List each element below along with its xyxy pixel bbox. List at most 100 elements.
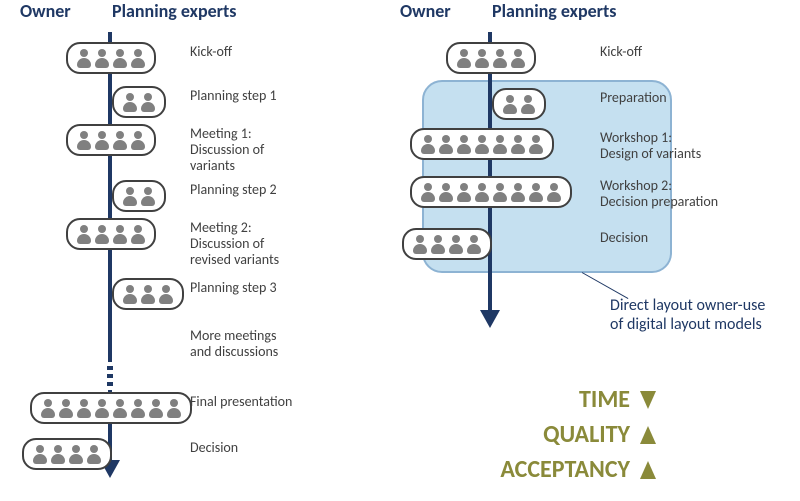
combined-group [410,176,572,208]
step-row: More meetingsand discussions [20,326,380,364]
person-icon [448,235,464,254]
arrow-down-icon [640,391,656,409]
person-icon [122,93,138,112]
step-row: Workshop 1:Design of variants [400,128,780,166]
person-icon [474,135,490,154]
owner-group [402,228,492,260]
left-column: Owner Planning experts Kick-offPlanning … [20,0,380,34]
right-headers: Owner Planning experts [400,0,780,34]
person-icon [76,399,92,418]
step-label: Preparation [600,90,770,106]
person-icon [492,49,508,68]
step-label: Decision [600,230,770,246]
step-label: Meeting 1:Discussion ofvariants [190,126,370,174]
metric-row: TIME [460,385,656,414]
person-icon [68,445,84,464]
step-label: Decision [190,440,370,456]
person-icon [546,183,562,202]
person-icon [456,183,472,202]
step-label: Planning step 1 [190,88,370,104]
expert-group [112,278,184,310]
step-label: More meetingsand discussions [190,328,370,360]
expert-group [112,86,166,118]
step-label: Kick-off [190,44,370,60]
person-icon [510,183,526,202]
combined-group [30,392,192,424]
person-icon [112,131,128,150]
person-icon [76,131,92,150]
arrow-up-icon [640,461,656,479]
person-icon [412,235,428,254]
person-icon [528,183,544,202]
person-icon [466,235,482,254]
expert-group [112,180,166,212]
callout-line [582,272,628,299]
step-label: Meeting 2:Discussion ofrevised variants [190,220,370,268]
person-icon [122,285,138,304]
person-icon [140,285,156,304]
step-label: Planning step 2 [190,182,370,198]
person-icon [438,135,454,154]
combined-group [446,42,536,74]
person-icon [148,399,164,418]
person-icon [140,93,156,112]
owner-header: Owner [400,0,451,22]
step-row: Decision [20,438,380,476]
combined-group [66,124,156,156]
person-icon [94,225,110,244]
metric-label: QUALITY [460,420,630,449]
person-icon [456,135,472,154]
arrow-up-icon [640,426,656,444]
person-icon [420,183,436,202]
person-icon [86,445,102,464]
person-icon [94,131,110,150]
expert-group [492,88,546,120]
person-icon [474,183,490,202]
metric-label: TIME [460,385,630,414]
metric-row: QUALITY [460,420,656,449]
timeline-dots [107,362,113,390]
callout-text: Direct layout owner-useof digital layout… [610,296,765,334]
person-icon [520,95,536,114]
step-row: Planning step 1 [20,86,380,124]
person-icon [94,399,110,418]
person-icon [510,49,526,68]
person-icon [112,225,128,244]
person-icon [76,225,92,244]
person-icon [456,49,472,68]
step-row: Meeting 1:Discussion ofvariants [20,124,380,162]
step-row: Planning step 3 [20,278,380,316]
person-icon [474,49,490,68]
person-icon [76,49,92,68]
owner-group [22,438,112,470]
person-icon [130,225,146,244]
person-icon [130,49,146,68]
step-row: Final presentation [20,392,380,430]
person-icon [166,399,182,418]
person-icon [112,399,128,418]
person-icon [94,49,110,68]
metric-row: ACCEPTANCY [460,455,656,484]
person-icon [492,135,508,154]
step-row: Workshop 2:Decision preparation [400,176,780,214]
step-row: Planning step 2 [20,180,380,218]
person-icon [130,399,146,418]
left-headers: Owner Planning experts [20,0,380,34]
step-row: Kick-off [20,42,380,80]
arrow-head-icon [480,310,500,328]
step-row: Meeting 2:Discussion ofrevised variants [20,218,380,256]
step-label: Kick-off [600,44,770,60]
experts-header: Planning experts [492,0,616,22]
person-icon [420,135,436,154]
person-icon [528,135,544,154]
person-icon [510,135,526,154]
combined-group [66,42,156,74]
experts-header: Planning experts [112,0,236,22]
person-icon [438,183,454,202]
step-label: Workshop 1:Design of variants [600,130,770,162]
step-label: Planning step 3 [190,280,370,296]
owner-header: Owner [20,0,71,22]
person-icon [158,285,174,304]
person-icon [112,49,128,68]
combined-group [66,218,156,250]
